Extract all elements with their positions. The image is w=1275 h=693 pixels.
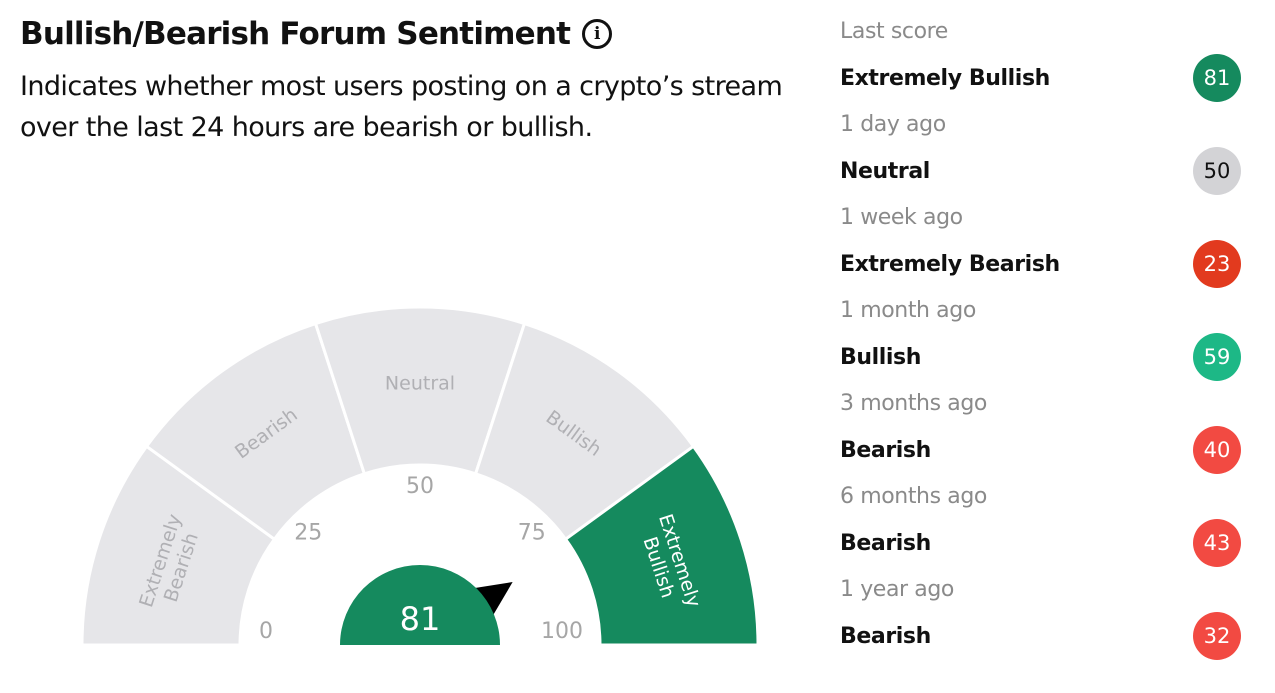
history-time: 3 months ago	[840, 391, 987, 416]
history-sentiment-label: Bearish	[840, 530, 931, 556]
history-row[interactable]: Neutral 50	[840, 146, 1245, 196]
history-score-badge: 43	[1193, 519, 1241, 567]
history-time: 1 day ago	[840, 112, 946, 137]
page-title: Bullish/Bearish Forum Sentiment	[20, 16, 571, 52]
history-score-badge: 32	[1193, 612, 1241, 660]
gauge-tick-label: 100	[541, 619, 583, 644]
history-score-badge: 59	[1193, 333, 1241, 381]
history-sentiment-label: Bearish	[840, 437, 931, 463]
gauge-tick-label: 75	[518, 520, 546, 545]
score-history: Last score Extremely Bullish 81 1 day ago Ne…	[840, 10, 1245, 661]
gauge-tick-label: 0	[259, 619, 273, 644]
gauge-tick-label: 25	[294, 520, 322, 545]
gauge-score-value: 81	[400, 600, 441, 638]
page-subtitle: Indicates whether most users posting on …	[20, 71, 783, 143]
history-sentiment-label: Bearish	[840, 623, 931, 649]
info-icon[interactable]: i	[582, 19, 613, 49]
history-score-badge: 23	[1193, 240, 1241, 288]
gauge-zone-label: Neutral	[385, 373, 455, 395]
history-sentiment-label: Neutral	[840, 158, 930, 184]
history-row[interactable]: Bearish 32	[840, 611, 1245, 661]
history-time: 6 months ago	[840, 484, 987, 509]
history-time: 1 year ago	[840, 577, 954, 602]
history-row[interactable]: Bearish 40	[840, 425, 1245, 475]
history-row[interactable]: Bearish 43	[840, 518, 1245, 568]
gauge-tick-label: 50	[406, 474, 434, 499]
history-time: 1 month ago	[840, 298, 976, 323]
header: Bullish/Bearish Forum Sentiment i	[20, 16, 613, 52]
history-row[interactable]: Extremely Bullish 81	[840, 53, 1245, 103]
history-row[interactable]: Bullish 59	[840, 332, 1245, 382]
history-sentiment-label: Extremely Bearish	[840, 251, 1060, 277]
gauge-zone-5	[563, 444, 760, 645]
gauge-score-disk	[340, 565, 500, 645]
history-time: Last score	[840, 19, 948, 44]
history-score-badge: 40	[1193, 426, 1241, 474]
history-row[interactable]: Extremely Bearish 23	[840, 239, 1245, 289]
sentiment-gauge: ExtremelyBearishBearishNeutralBullishExt…	[80, 305, 760, 645]
history-sentiment-label: Extremely Bullish	[840, 65, 1050, 91]
history-score-badge: 81	[1193, 54, 1241, 102]
history-score-badge: 50	[1193, 147, 1241, 195]
history-time: 1 week ago	[840, 205, 963, 230]
gauge-needle	[473, 582, 513, 617]
history-sentiment-label: Bullish	[840, 344, 922, 370]
